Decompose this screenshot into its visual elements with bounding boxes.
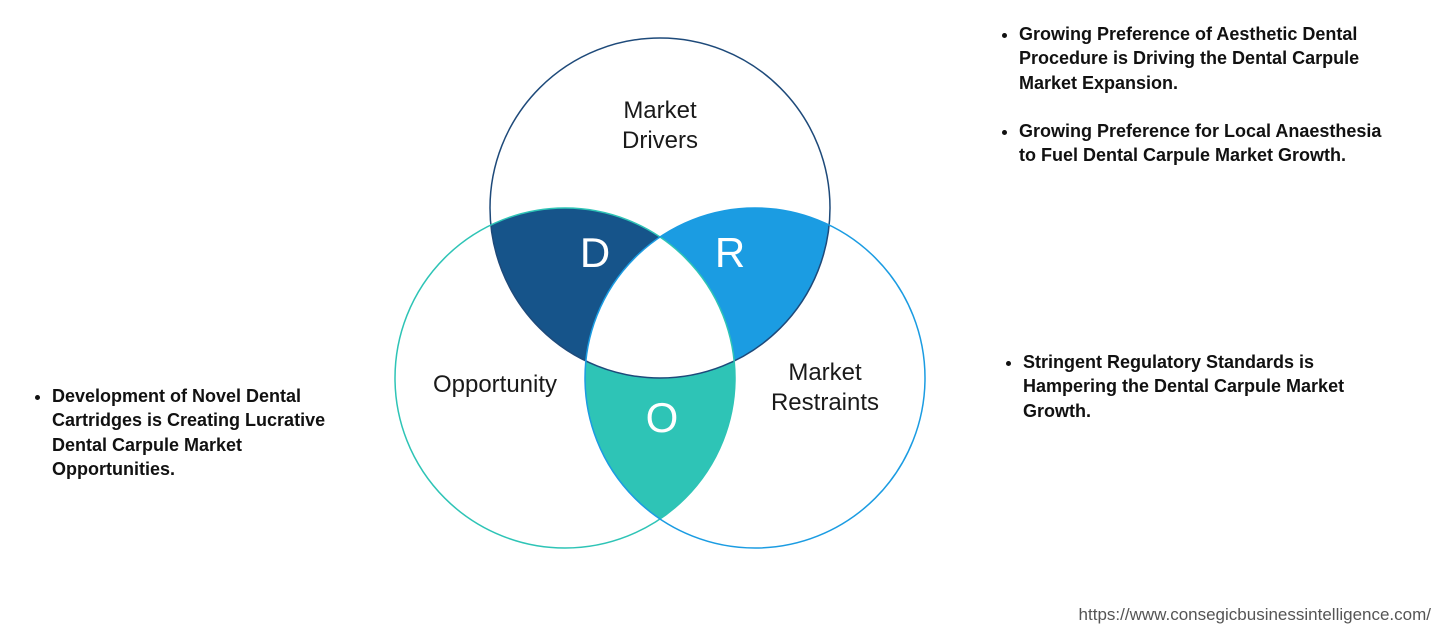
label-restraints-line1: Market — [788, 359, 861, 386]
label-restraints-line2: Restraints — [771, 389, 879, 416]
lens-letter-o: O — [646, 394, 679, 442]
label-market-drivers: Market Drivers — [622, 96, 698, 156]
drivers-bullets: Growing Preference of Aesthetic Dental P… — [997, 22, 1397, 167]
restraints-bullets: Stringent Regulatory Standards is Hamper… — [1015, 350, 1405, 423]
label-opportunity: Opportunity — [433, 370, 557, 400]
source-url: https://www.consegicbusinessintelligence… — [1079, 605, 1431, 625]
venn-diagram: Market Drivers Opportunity Market Restra… — [380, 18, 940, 578]
opportunity-bullet-1: Development of Novel Dental Cartridges i… — [52, 384, 350, 481]
driver-bullet-1: Growing Preference of Aesthetic Dental P… — [1019, 22, 1397, 95]
label-drivers-line2: Drivers — [622, 127, 698, 154]
lens-letter-r: R — [715, 229, 745, 277]
label-market-restraints: Market Restraints — [771, 358, 879, 418]
label-drivers-line1: Market — [623, 97, 696, 124]
driver-bullet-2: Growing Preference for Local Anaesthesia… — [1019, 119, 1397, 168]
restraint-bullet-1: Stringent Regulatory Standards is Hamper… — [1023, 350, 1405, 423]
lens-letter-d: D — [580, 229, 610, 277]
opportunity-bullets: Development of Novel Dental Cartridges i… — [30, 384, 350, 481]
